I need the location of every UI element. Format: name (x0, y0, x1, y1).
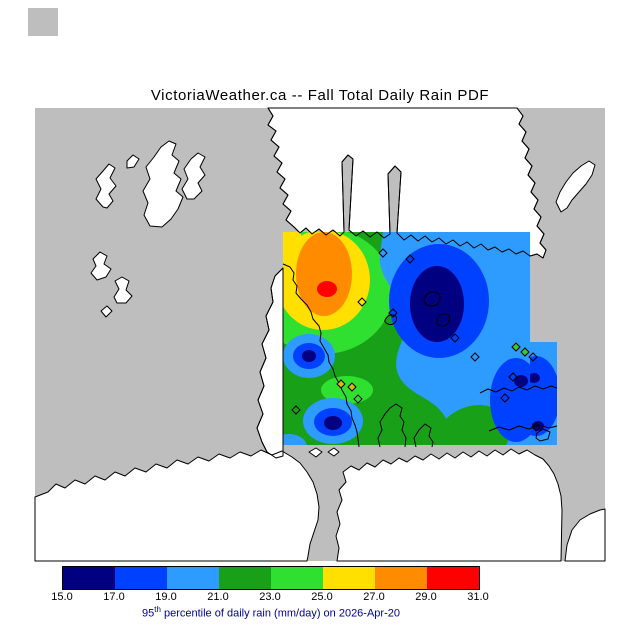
island (555, 160, 596, 213)
band-15-17-min (302, 350, 316, 362)
island-outline (535, 428, 551, 442)
plot-title: VictoriaWeather.ca -- Fall Total Daily R… (150, 87, 490, 104)
plot-caption: 95th percentile of daily rain (mm/day) o… (62, 605, 480, 620)
island (90, 251, 112, 281)
station-marker-diamond (450, 333, 460, 343)
colorbar-tick-label: 25.0 (311, 591, 333, 603)
band-15-17-min (530, 373, 540, 383)
station-marker-diamond (388, 308, 398, 318)
island (142, 140, 184, 228)
caption-prefix: 95 (142, 607, 155, 620)
colorbar-segment (63, 567, 115, 589)
colorbar-tick-label: 15.0 (51, 591, 73, 603)
station-marker-diamond (378, 248, 388, 258)
colorbar-tick-label: 19.0 (155, 591, 177, 603)
contour-field (283, 232, 530, 445)
station-marker-diamond (520, 347, 530, 357)
colorbar-segment (115, 567, 167, 589)
colorbar-tick-label: 17.0 (103, 591, 125, 603)
colorbar-tick-label: 27.0 (363, 591, 385, 603)
colorbar-segment (271, 567, 323, 589)
caption-rest: percentile of daily rain (mm/day) on 202… (160, 607, 400, 620)
island (100, 305, 113, 318)
colorbar-segment (167, 567, 219, 589)
station-marker-diamond (508, 372, 518, 382)
island (95, 163, 117, 209)
station-marker-diamond (347, 382, 357, 392)
island (327, 447, 340, 457)
station-marker-diamond (336, 379, 346, 389)
station-marker-diamond (353, 394, 363, 404)
colorbar-tick-label: 29.0 (415, 591, 437, 603)
bottom-left-landmass (34, 449, 320, 562)
east-shore-coastline (488, 424, 558, 432)
station-marker-diamond (357, 297, 367, 307)
band-21-23 (432, 404, 511, 445)
coastline-overlays (256, 107, 558, 459)
map-inset-corner-sea (28, 8, 58, 36)
peninsula-coastline (377, 403, 407, 448)
band-15-17-min (514, 375, 528, 387)
land-masses (34, 107, 606, 562)
island (113, 276, 133, 304)
station-marker-diamond (511, 342, 521, 352)
island-outline (423, 291, 441, 307)
island-outline (436, 313, 451, 327)
colorbar-segments (63, 567, 479, 589)
colorbar-tick-label: 23.0 (259, 591, 281, 603)
colorbar-ticks: 15.0 17.0 19.0 21.0 23.0 25.0 27.0 29.0 31.0 (51, 591, 488, 604)
station-markers (291, 248, 541, 432)
station-marker-diamond (291, 405, 301, 415)
colorbar (62, 566, 480, 590)
station-marker-diamond (531, 422, 541, 432)
station-marker-diamond (470, 352, 480, 362)
bottom-center-landmass (335, 448, 563, 562)
colorbar-segment (427, 567, 479, 589)
band-19-21 (283, 434, 307, 445)
band-29-31-max (317, 281, 337, 297)
station-marker-diamond (500, 393, 510, 403)
band-27-29 (296, 232, 352, 316)
island (126, 154, 140, 169)
station-marker-diamond (528, 352, 538, 362)
colorbar-tick-label: 21.0 (207, 591, 229, 603)
caption-superscript: th (154, 605, 161, 614)
island-outline (384, 314, 398, 326)
station-marker-diamond (405, 254, 415, 264)
east-shore-coastline (479, 385, 558, 394)
peninsula-coastline (413, 423, 434, 448)
colorbar-segment (375, 567, 427, 589)
colorbar-segment (219, 567, 271, 589)
colorbar-tick-label: 31.0 (467, 591, 489, 603)
vi-east-coastline (282, 263, 360, 448)
colorbar-segment (323, 567, 375, 589)
island (308, 447, 323, 458)
bottom-right-landmass (564, 508, 606, 562)
island (181, 152, 206, 200)
band-15-17-min (324, 416, 342, 430)
